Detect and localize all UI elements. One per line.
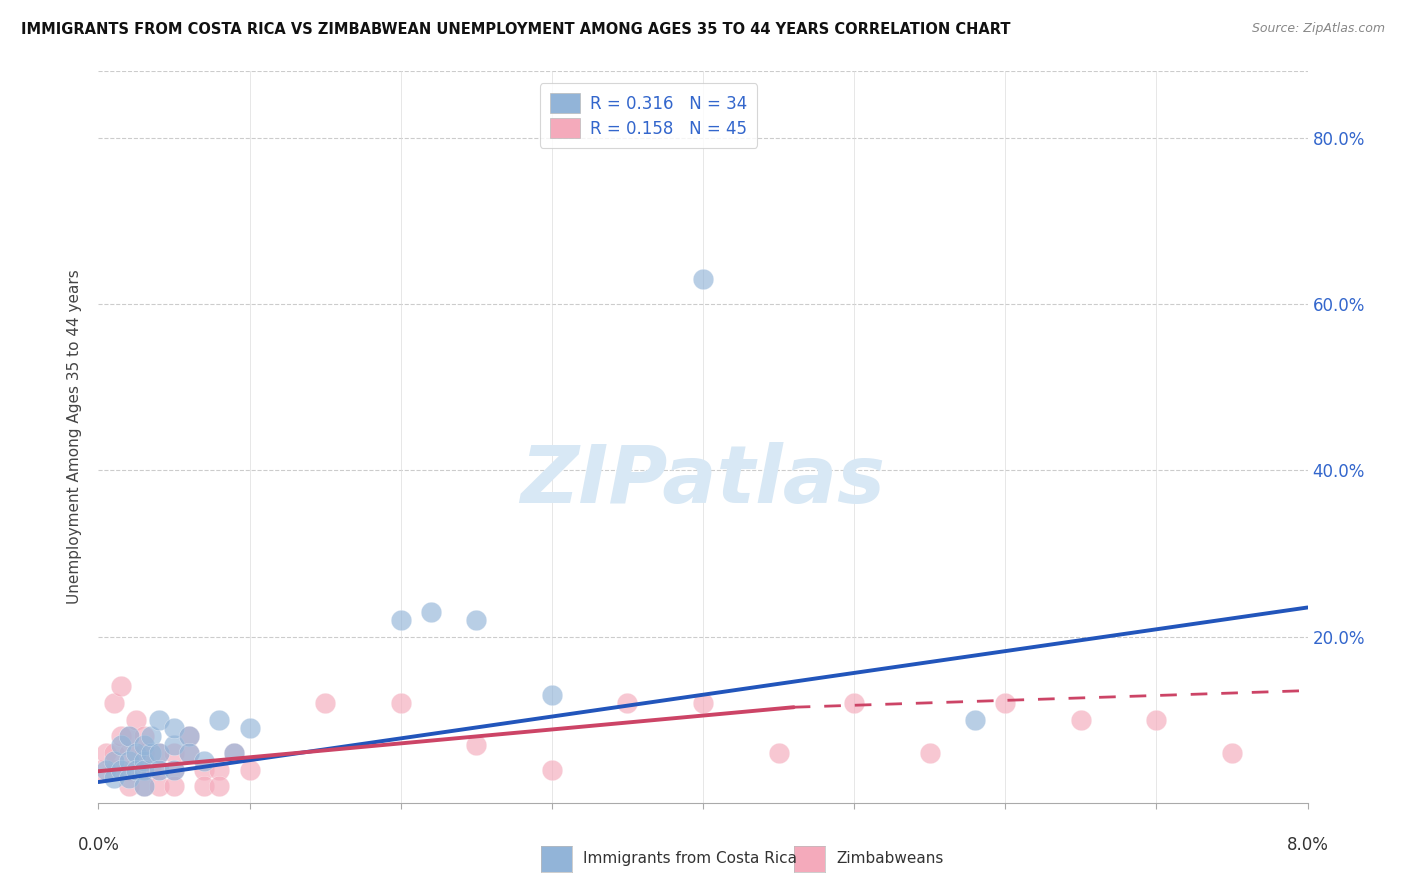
Point [163,738,186,752]
Point [118,729,141,743]
Text: Zimbabweans: Zimbabweans [837,852,943,866]
Text: ZIPatlas: ZIPatlas [520,442,886,520]
Point [132,729,155,743]
Point [110,738,132,752]
Point [141,729,163,743]
Point [110,680,132,694]
Point [1070,713,1092,727]
Point [125,763,148,777]
Point [918,746,941,760]
Point [125,746,148,760]
Text: Source: ZipAtlas.com: Source: ZipAtlas.com [1251,22,1385,36]
Legend: R = 0.316   N = 34, R = 0.158   N = 45: R = 0.316 N = 34, R = 0.158 N = 45 [540,83,758,148]
Point [193,754,215,768]
Point [118,771,141,785]
Point [110,763,132,777]
Point [239,721,262,735]
Point [1146,713,1168,727]
Point [125,763,148,777]
Point [208,779,231,793]
Point [141,763,163,777]
Point [965,713,987,727]
Point [389,613,412,627]
Point [132,779,155,793]
Point [239,763,262,777]
Point [103,696,125,710]
Point [132,754,155,768]
Point [163,763,186,777]
Point [132,738,155,752]
Point [616,696,638,710]
Point [94,763,117,777]
Point [118,729,141,743]
Point [103,771,125,785]
Point [132,763,155,777]
Point [179,746,201,760]
Point [163,746,186,760]
Point [132,779,155,793]
Point [465,613,488,627]
Point [103,754,125,768]
Point [994,696,1017,710]
Point [132,746,155,760]
Text: 0.0%: 0.0% [77,836,120,854]
Point [132,763,155,777]
Point [540,763,562,777]
Point [692,696,714,710]
Point [540,688,562,702]
Point [110,729,132,743]
Point [208,713,231,727]
Point [118,754,141,768]
Point [118,779,141,793]
Point [94,746,117,760]
Point [163,779,186,793]
Text: Immigrants from Costa Rica: Immigrants from Costa Rica [583,852,797,866]
Text: IMMIGRANTS FROM COSTA RICA VS ZIMBABWEAN UNEMPLOYMENT AMONG AGES 35 TO 44 YEARS : IMMIGRANTS FROM COSTA RICA VS ZIMBABWEAN… [21,22,1011,37]
Point [420,605,443,619]
Point [314,696,336,710]
Point [768,746,790,760]
Point [118,746,141,760]
Point [118,763,141,777]
Point [163,763,186,777]
Point [179,746,201,760]
Point [692,272,714,286]
Point [148,713,170,727]
Y-axis label: Unemployment Among Ages 35 to 44 years: Unemployment Among Ages 35 to 44 years [67,269,83,605]
Point [208,763,231,777]
Point [103,746,125,760]
Text: 8.0%: 8.0% [1286,836,1329,854]
Point [125,713,148,727]
Point [163,721,186,735]
Point [389,696,412,710]
Point [844,696,866,710]
Point [141,746,163,760]
Point [224,746,246,760]
Point [148,763,170,777]
Point [179,729,201,743]
Point [148,779,170,793]
Point [103,763,125,777]
Point [148,746,170,760]
Point [148,763,170,777]
Point [148,746,170,760]
Point [90,763,112,777]
Point [193,779,215,793]
Point [179,729,201,743]
Point [193,763,215,777]
Point [1220,746,1243,760]
Point [224,746,246,760]
Point [465,738,488,752]
